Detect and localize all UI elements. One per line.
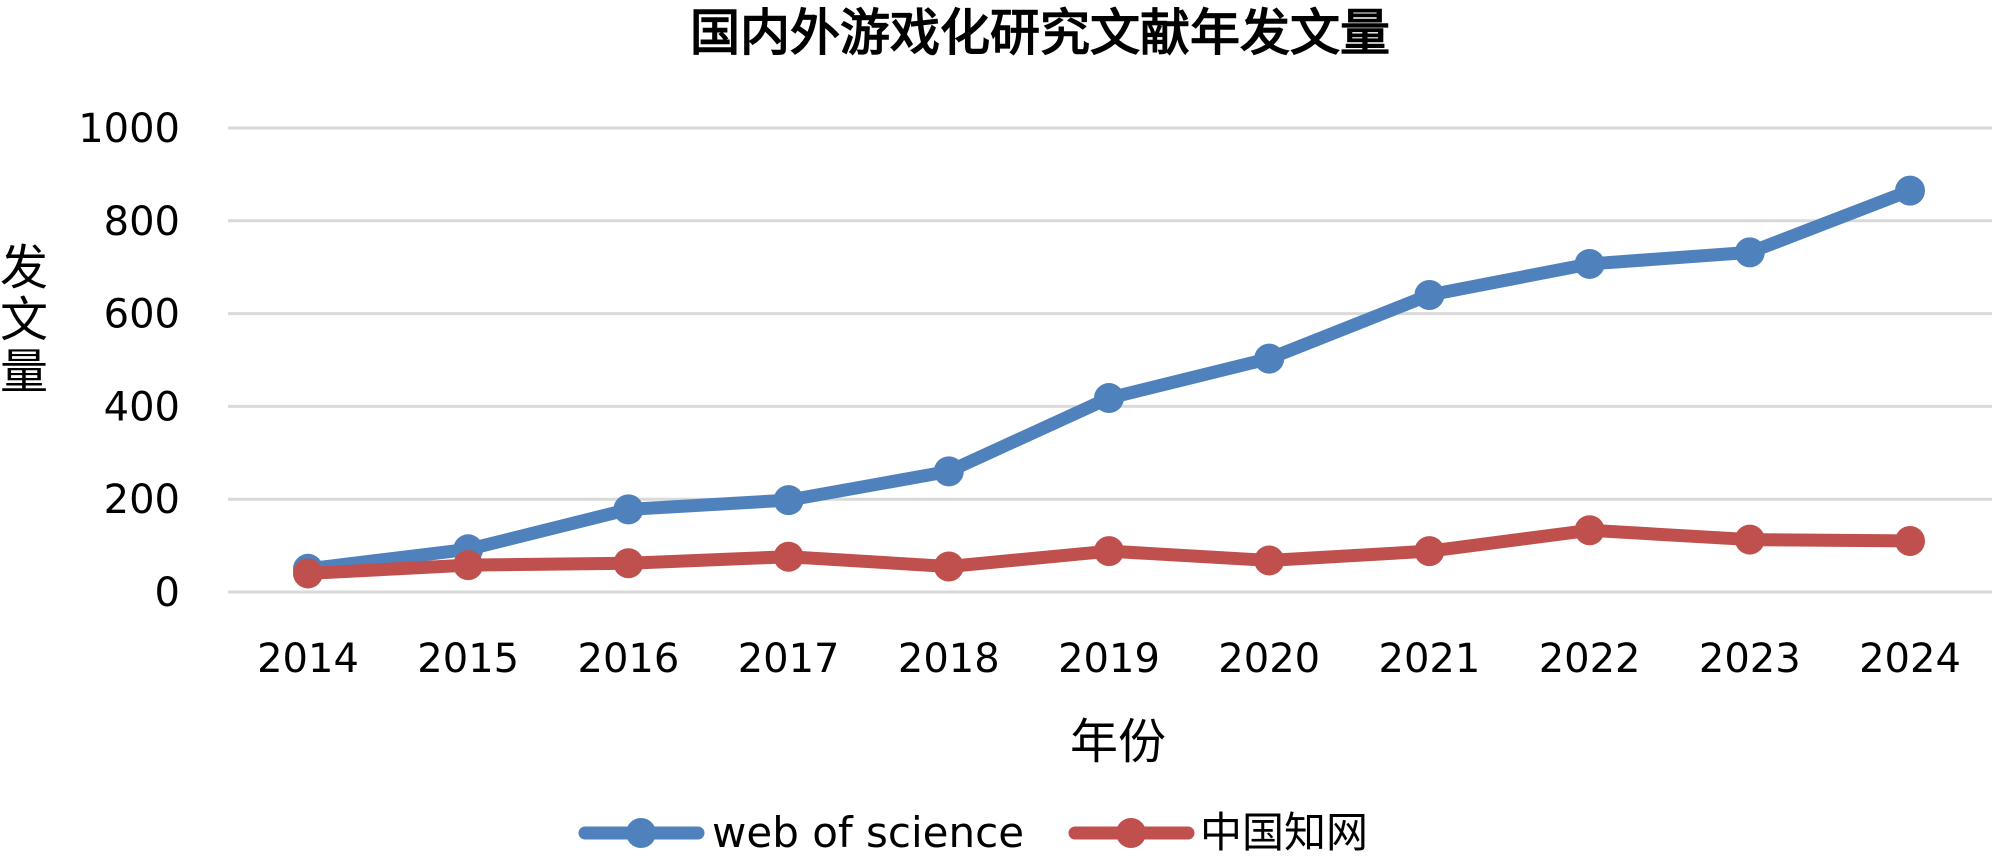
x-tick-label: 2018 xyxy=(898,636,1000,682)
legend: web of science 中国知网 xyxy=(578,808,1368,857)
x-tick-label: 2022 xyxy=(1539,636,1641,682)
x-tick-label: 2016 xyxy=(578,636,680,682)
data-point xyxy=(1574,248,1605,279)
series-lines xyxy=(293,175,1925,589)
data-point xyxy=(1734,524,1765,555)
series-1 xyxy=(293,175,1925,584)
y-axis-label: 发文量 xyxy=(0,240,48,400)
data-point xyxy=(1094,536,1124,567)
x-tick-label: 2017 xyxy=(738,636,840,682)
y-axis-ticks: 0 200 400 600 800 1000 xyxy=(78,106,180,616)
data-point xyxy=(1414,280,1445,311)
y-tick-label: 600 xyxy=(104,292,180,338)
legend-item: 中国知网 xyxy=(1068,808,1368,857)
data-point xyxy=(1094,383,1124,414)
y-tick-label: 400 xyxy=(104,384,180,430)
x-axis-label: 年份 xyxy=(1070,714,1166,770)
data-point xyxy=(1254,545,1285,576)
series-2 xyxy=(293,515,1925,589)
chart-title: 国内外游戏化研究文献年发文量 xyxy=(690,3,1390,62)
y-tick-label: 200 xyxy=(104,477,180,523)
x-tick-label: 2020 xyxy=(1218,636,1320,682)
data-point xyxy=(613,548,644,579)
legend-label: web of science xyxy=(712,808,1024,857)
data-point xyxy=(1734,237,1765,268)
data-point xyxy=(773,541,804,572)
x-tick-label: 2019 xyxy=(1058,636,1160,682)
series-line xyxy=(301,184,1917,576)
data-point xyxy=(1895,525,1925,556)
data-point xyxy=(1414,536,1445,567)
y-tick-label: 1000 xyxy=(78,106,180,152)
data-point xyxy=(1254,343,1285,374)
data-point xyxy=(453,550,484,581)
y-tick-label: 0 xyxy=(155,570,180,616)
data-point xyxy=(933,551,964,582)
legend-label: 中国知网 xyxy=(1200,808,1368,857)
x-tick-label: 2014 xyxy=(257,636,359,682)
x-tick-label: 2024 xyxy=(1859,636,1961,682)
data-point xyxy=(613,494,644,525)
x-axis-ticks: 2014 2015 2016 2017 2018 2019 2020 2021 2022 2023… xyxy=(257,636,1961,682)
data-point xyxy=(773,485,804,516)
data-point xyxy=(293,558,323,589)
legend-item: web of science xyxy=(578,808,1024,857)
y-tick-label: 800 xyxy=(104,199,180,245)
x-tick-label: 2015 xyxy=(417,636,519,682)
x-tick-label: 2021 xyxy=(1379,636,1481,682)
legend-marker xyxy=(1116,818,1146,848)
data-point xyxy=(933,456,964,487)
data-point xyxy=(1574,515,1605,546)
gridlines xyxy=(228,126,1992,594)
x-tick-label: 2023 xyxy=(1699,636,1801,682)
legend-marker xyxy=(626,818,656,848)
data-point xyxy=(1895,175,1925,206)
